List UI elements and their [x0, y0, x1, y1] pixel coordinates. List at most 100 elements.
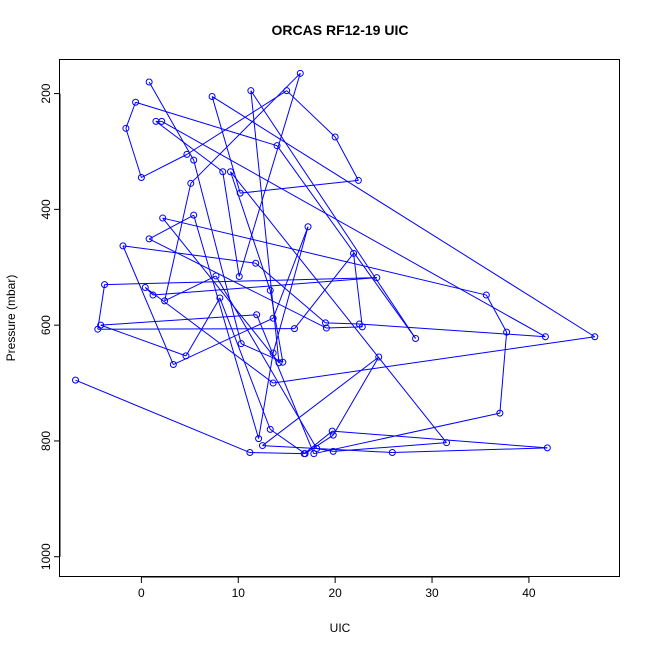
series-line-segment [238, 73, 301, 277]
x-tick-label: 40 [522, 586, 536, 600]
data-point [190, 156, 198, 164]
series-line-segment [148, 238, 327, 329]
series-line-segment [152, 277, 377, 296]
series-line-segment [304, 434, 334, 455]
data-point [216, 294, 224, 302]
series-line-segment [193, 160, 242, 344]
x-tick-label: 20 [328, 586, 342, 600]
series-line-segment [185, 297, 221, 357]
data-point [354, 176, 362, 184]
data-point [296, 69, 304, 77]
series-line-segment [164, 183, 192, 301]
data-point [310, 450, 318, 458]
series-line-segment [162, 217, 487, 296]
series-line-segment [125, 128, 142, 178]
series-line-segment [144, 287, 154, 296]
data-point [482, 291, 490, 299]
series-line-segment [256, 314, 315, 454]
series-line-segment [303, 430, 333, 455]
series-line-segment [100, 314, 257, 326]
data-point [301, 450, 309, 458]
series-line-segment [294, 253, 354, 329]
series-line-segment [148, 81, 195, 161]
y-axis: 200 400 600 800 1000 [39, 83, 61, 570]
series-line-segment [97, 328, 295, 330]
series-line-segment [325, 322, 360, 325]
series-line-segment [240, 179, 359, 194]
data-point [269, 379, 277, 387]
data-point [290, 325, 298, 333]
data-point [159, 214, 167, 222]
series-line-segment [173, 317, 274, 365]
data-point [541, 333, 549, 341]
y-tick-label: 200 [39, 83, 53, 103]
data-point [236, 189, 244, 197]
data-point [208, 92, 216, 100]
series-line-segment [250, 90, 280, 363]
series-line-segment [333, 442, 447, 452]
x-tick-label: 10 [232, 586, 246, 600]
series-line-segment [250, 90, 416, 339]
data-point [94, 325, 102, 333]
data-point [212, 272, 220, 280]
data-point [141, 284, 149, 292]
series-line-segment [215, 275, 318, 449]
series-line-segment [193, 215, 260, 439]
series-line-segment [230, 171, 447, 443]
data-point [269, 349, 277, 357]
data-point [252, 259, 260, 267]
data-point [266, 286, 274, 294]
x-tick-label: 30 [425, 586, 439, 600]
data-point [145, 78, 153, 86]
series-line-segment [211, 96, 241, 194]
series-line-segment [353, 253, 363, 327]
data-point [350, 249, 358, 257]
series-line-segment [334, 136, 359, 181]
y-tick-label: 400 [39, 199, 53, 219]
data-point [266, 425, 274, 433]
data-point [190, 211, 198, 219]
data-point [119, 242, 127, 250]
data-point [132, 98, 140, 106]
series-line-segment [269, 290, 284, 363]
data-point [496, 409, 504, 417]
series-line-segment [219, 297, 271, 430]
data-point [101, 281, 109, 289]
x-axis-label: UIC [330, 621, 351, 635]
data-point [321, 319, 329, 327]
series-line-segment [162, 217, 280, 364]
series-line-segment [135, 101, 278, 147]
series-line-segment [148, 214, 194, 240]
data-point [246, 449, 254, 457]
data-point [235, 273, 243, 281]
series-line-segment [104, 277, 377, 286]
data-point [72, 376, 80, 384]
data-point [227, 168, 235, 176]
data-point [388, 449, 396, 457]
data-point [247, 87, 255, 95]
data-point [355, 320, 363, 328]
series-line-segment [262, 356, 380, 446]
series-line-segment [392, 447, 548, 454]
data-point [331, 133, 339, 141]
series-line-segment [97, 284, 106, 330]
data-point [412, 334, 420, 342]
series-line-segment [485, 294, 508, 333]
series-line-segment [258, 352, 274, 439]
series-line-segment [190, 72, 301, 184]
data-point [443, 439, 451, 447]
series-line-segment [222, 171, 240, 277]
x-axis: 0 10 20 30 40 [138, 576, 536, 600]
data-point [375, 353, 383, 361]
series-line-segment [276, 145, 416, 339]
data-point [152, 117, 160, 125]
data-point [283, 87, 291, 95]
data-point [183, 150, 191, 158]
y-tick-label: 1000 [39, 543, 53, 570]
data-point [253, 311, 261, 319]
data-point [255, 435, 263, 443]
series-line-segment [249, 452, 305, 455]
data-point [237, 340, 245, 348]
series-line-segment [122, 245, 174, 365]
series-line-segment [141, 153, 188, 178]
